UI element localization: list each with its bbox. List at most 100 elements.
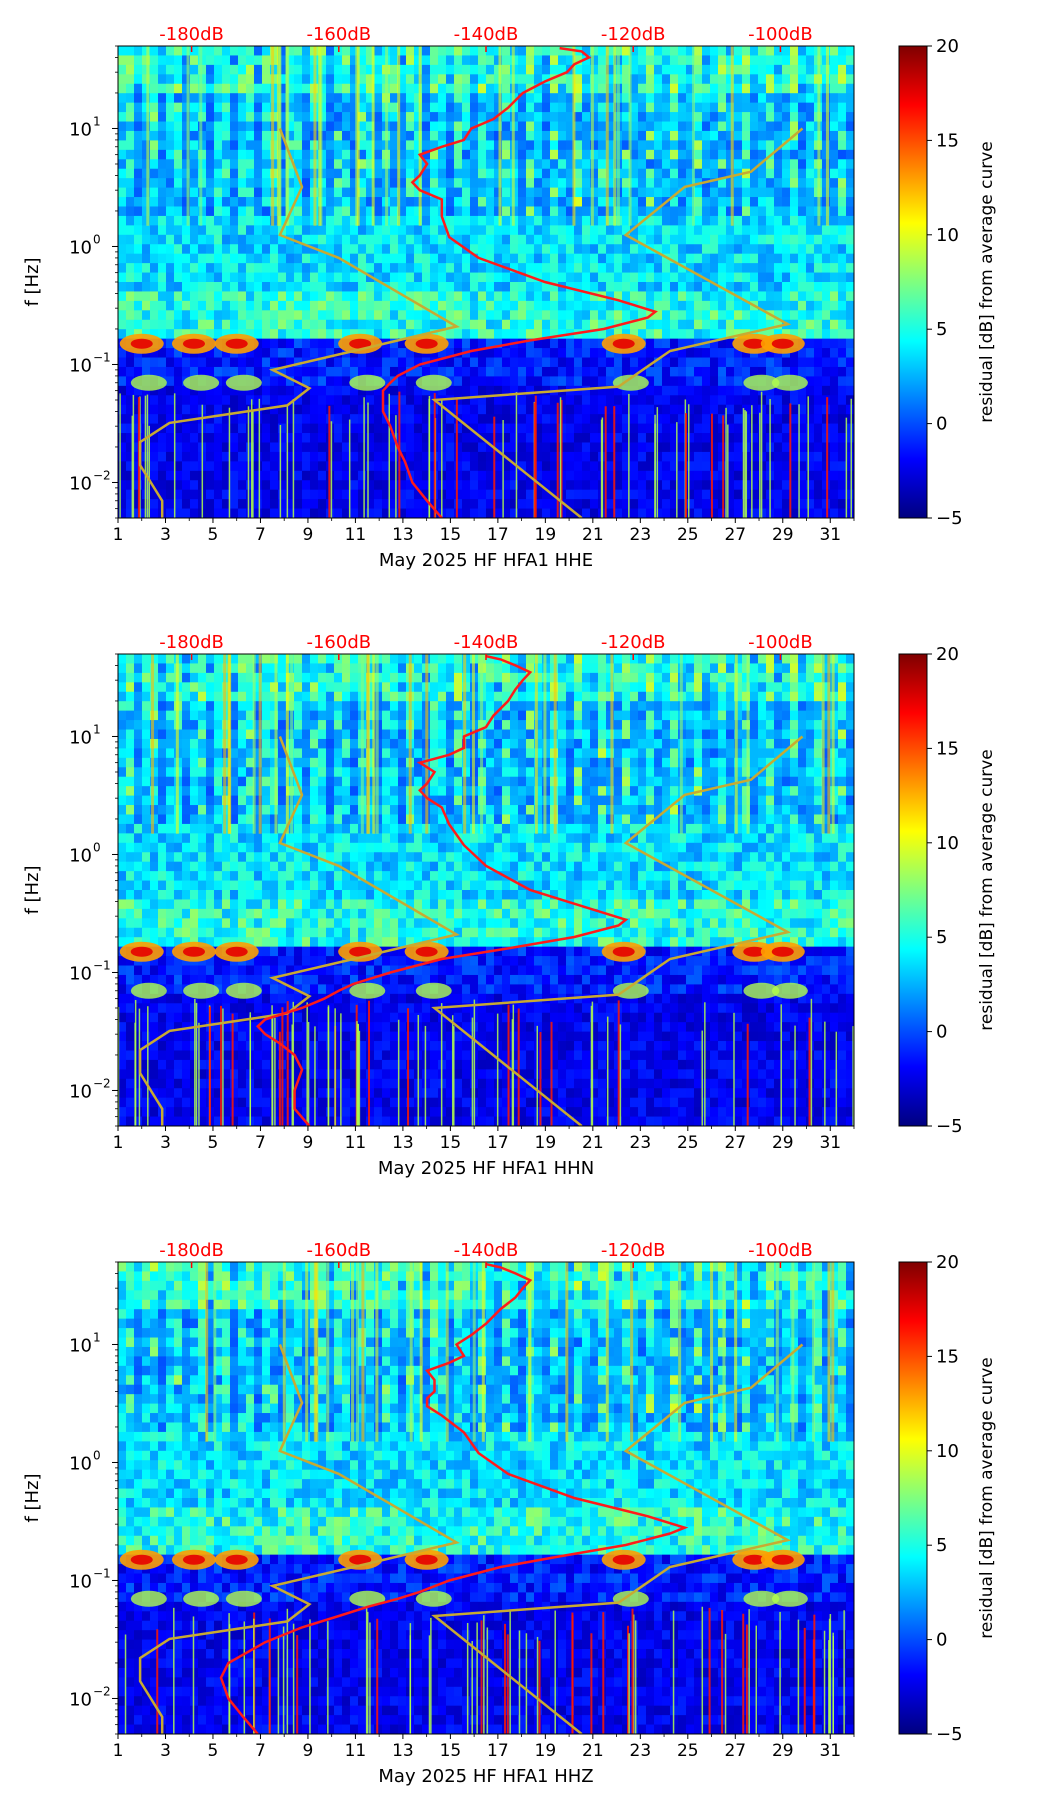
series-noise-model-low (138, 1344, 460, 1734)
y-tick-label: 10 (69, 1453, 92, 1474)
top-axis-label: -100dB (748, 1240, 813, 1261)
colorbar-tick-label: 5 (936, 1535, 947, 1556)
y-tick-label: 10 (69, 845, 92, 866)
colorbar-gradient (898, 45, 928, 519)
x-tick-label: 17 (487, 1741, 509, 1761)
x-tick-label: 27 (724, 1741, 746, 1761)
x-tick-label: 17 (487, 1133, 509, 1153)
x-tick-label: 7 (255, 1741, 266, 1761)
top-axis-label: -140dB (454, 1240, 519, 1261)
x-tick-label: 15 (440, 525, 462, 545)
top-axis-label: -100dB (748, 632, 813, 653)
top-axis-label: -120dB (601, 1240, 666, 1261)
colorbar-tick-label: 10 (936, 1441, 959, 1462)
colorbar-tick-label: −5 (936, 1116, 963, 1137)
x-tick-label: 21 (582, 1741, 604, 1761)
top-axis-label: -180dB (159, 632, 224, 653)
x-tick-label: 23 (630, 525, 652, 545)
colorbar-tick-label: 20 (936, 36, 959, 57)
colorbar-tick-label: 0 (936, 1022, 947, 1043)
y-tick-label: 10 (69, 1689, 92, 1710)
y-tick-label: 10 (69, 1081, 92, 1102)
colorbar-tick-label: 0 (936, 414, 947, 435)
x-tick-label: 13 (392, 1741, 414, 1761)
colorbar-tick-label: 10 (936, 225, 959, 246)
colorbar-gradient (898, 653, 928, 1127)
x-tick-label: 7 (255, 1133, 266, 1153)
top-axis-label: -180dB (159, 24, 224, 45)
y-tick-exponent: 1 (93, 722, 101, 736)
x-tick-label: 23 (630, 1741, 652, 1761)
x-tick-label: 29 (772, 1133, 794, 1153)
x-tick-label: 21 (582, 1133, 604, 1153)
x-tick-label: 9 (303, 1133, 314, 1153)
x-tick-label: 27 (724, 525, 746, 545)
colorbar-tick-label: 5 (936, 319, 947, 340)
x-tick-label: 5 (208, 1133, 219, 1153)
x-tick-label: 29 (772, 525, 794, 545)
y-tick-exponent: 0 (93, 840, 101, 854)
x-tick-label: 25 (677, 525, 699, 545)
top-axis-label: -160dB (306, 1240, 371, 1261)
x-tick-label: 25 (677, 1133, 699, 1153)
y-tick-exponent: −1 (93, 350, 111, 364)
y-tick-exponent: 0 (93, 232, 101, 246)
colorbar-tick-label: 5 (936, 927, 947, 948)
x-tick-label: 3 (160, 1133, 171, 1153)
y-tick-exponent: −2 (93, 1076, 111, 1090)
spectrogram (118, 654, 854, 1126)
y-tick-exponent: 1 (93, 1330, 101, 1344)
y-tick-exponent: −1 (93, 958, 111, 972)
x-tick-label: 3 (160, 525, 171, 545)
x-tick-label: 3 (160, 1741, 171, 1761)
y-axis-label: f [Hz] (22, 865, 43, 914)
colorbar-tick-label: 15 (936, 130, 959, 151)
x-tick-label: 5 (208, 1741, 219, 1761)
colorbar-tick-label: 20 (936, 644, 959, 665)
colorbar-tick-label: 15 (936, 738, 959, 759)
top-axis-label: -160dB (306, 632, 371, 653)
spectrogram (118, 1262, 854, 1734)
colorbar-tick-label: 0 (936, 1630, 947, 1651)
x-tick-label: 13 (392, 1133, 414, 1153)
x-tick-label: 19 (535, 525, 557, 545)
x-axis-label: May 2025 HF HFA1 HHZ (378, 1766, 593, 1787)
colorbar: −5 0 5 10 15 20 residual [dB] from average cur… (898, 36, 997, 529)
x-tick-label: 7 (255, 525, 266, 545)
x-tick-label: 27 (724, 1133, 746, 1153)
y-tick-label: 10 (69, 1571, 92, 1592)
x-tick-label: 31 (819, 1741, 841, 1761)
series-noise-model-high (431, 127, 804, 518)
x-tick-label: 11 (345, 1741, 367, 1761)
x-tick-label: 1 (113, 1133, 124, 1153)
top-axis-label: -140dB (454, 632, 519, 653)
x-tick-label: 31 (819, 1133, 841, 1153)
transient-streaks (119, 46, 852, 518)
series-noise-model-low (138, 736, 460, 1126)
x-tick-label: 1 (113, 1741, 124, 1761)
y-tick-label: 10 (69, 473, 92, 494)
colorbar-label: residual [dB] from average curve (977, 1357, 997, 1638)
x-axis-label: May 2025 HF HFA1 HHN (378, 1158, 594, 1179)
y-tick-label: 10 (69, 355, 92, 376)
y-axis-label: f [Hz] (22, 1473, 43, 1522)
y-tick-exponent: −2 (93, 1684, 111, 1698)
colorbar: −5 0 5 10 15 20 residual [dB] from average cur… (898, 1252, 997, 1745)
x-tick-label: 5 (208, 525, 219, 545)
colorbar: −5 0 5 10 15 20 residual [dB] from average cur… (898, 644, 997, 1137)
x-tick-label: 29 (772, 1741, 794, 1761)
microseism-blobs (119, 941, 808, 999)
series-noise-model-low (138, 128, 460, 518)
transient-streaks (124, 1262, 845, 1734)
x-tick-label: 9 (303, 525, 314, 545)
x-tick-label: 19 (535, 1133, 557, 1153)
x-tick-label: 19 (535, 1741, 557, 1761)
colorbar-tick-label: 10 (936, 833, 959, 854)
microseism-blobs (119, 333, 808, 391)
transient-streaks (118, 654, 854, 1126)
x-tick-label: 9 (303, 1741, 314, 1761)
x-tick-label: 31 (819, 525, 841, 545)
